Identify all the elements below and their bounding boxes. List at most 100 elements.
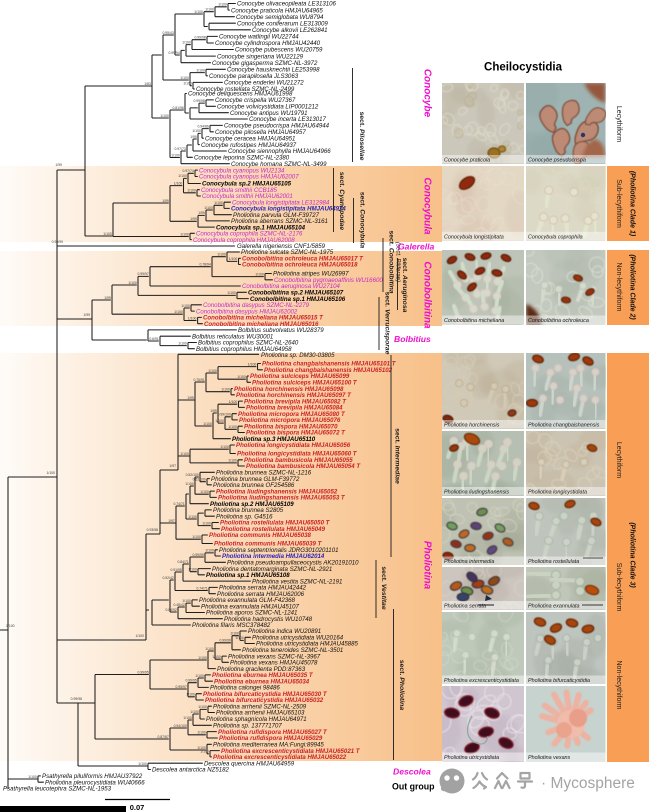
- svg-text:Lecythiform: Lecythiform: [615, 442, 622, 478]
- svg-text:1/100: 1/100: [178, 341, 187, 345]
- svg-text:Conocybe enderlei WU21272: Conocybe enderlei WU21272: [224, 80, 304, 87]
- svg-text:Pholiotina eburnea HMJAU65034: Pholiotina eburnea HMJAU65034: [214, 678, 310, 685]
- svg-text:1/100: 1/100: [181, 304, 190, 308]
- svg-text:Conobolbitina: Conobolbitina: [422, 261, 433, 329]
- svg-text:1/100: 1/100: [174, 181, 183, 185]
- svg-text:1/100: 1/100: [205, 8, 214, 12]
- svg-text:1/100: 1/100: [183, 82, 192, 86]
- svg-text:Pholiotina parvula GLM-F39727: Pholiotina parvula GLM-F39727: [233, 212, 320, 219]
- svg-text:0.99/94: 0.99/94: [168, 51, 179, 55]
- svg-text:Pholiotina liudingshanensis HM: Pholiotina liudingshanensis HMJAU65053 T: [218, 495, 346, 502]
- svg-text:Pholiotina brevipila HMJAU6508: Pholiotina brevipila HMJAU65084: [246, 405, 343, 412]
- svg-text:1/100: 1/100: [208, 369, 217, 373]
- svg-text:sect. Cyanopodae: sect. Cyanopodae: [338, 172, 345, 230]
- svg-text:Pholiotina micropora HMJAU6508: Pholiotina micropora HMJAU65080 T: [238, 411, 346, 418]
- svg-text:Galerella: Galerella: [398, 242, 435, 252]
- svg-text:Pholiotina horchinensis: Pholiotina horchinensis: [444, 422, 500, 428]
- svg-text:Conocybe alkovii LE262841: Conocybe alkovii LE262841: [252, 27, 328, 34]
- svg-text:Bolbitius reticulatus WU30001: Bolbitius reticulatus WU30001: [192, 333, 273, 340]
- svg-text:Cheilocystidia: Cheilocystidia: [484, 62, 563, 74]
- svg-text:Conobolbitina ochroleuca HMJAU: Conobolbitina ochroleuca HMJAU65017 T: [242, 256, 364, 263]
- svg-text:Pholiotina aporos SZMC-NL-1241: Pholiotina aporos SZMC-NL-1241: [206, 610, 297, 617]
- svg-text:Conocybula smithii CCB185: Conocybula smithii CCB185: [201, 187, 277, 194]
- svg-text:0.94/100: 0.94/100: [174, 724, 187, 728]
- svg-text:1/100: 1/100: [180, 76, 189, 80]
- svg-text:1/100: 1/100: [229, 257, 238, 261]
- svg-text:1/100: 1/100: [214, 201, 223, 205]
- svg-text:Conocybula coprophila SZMC-NL-: Conocybula coprophila SZMC-NL-2176: [196, 231, 303, 238]
- svg-text:Conobolbitina ochroleuca HMJAU: Conobolbitina ochroleuca HMJAU65018: [242, 262, 358, 269]
- svg-text:1/100: 1/100: [195, 674, 204, 678]
- svg-text:Conocybe rufostipes HMJAU64937: Conocybe rufostipes HMJAU64937: [201, 142, 297, 149]
- svg-text:1/100: 1/100: [218, 3, 227, 7]
- svg-text:Conocybula longistipitata LE31: Conocybula longistipitata LE312984: [232, 199, 330, 206]
- svg-text:1/100: 1/100: [215, 419, 224, 423]
- svg-text:Pholiotina sp.3 HMJAU65110: Pholiotina sp.3 HMJAU65110: [232, 436, 316, 443]
- svg-text:1/100: 1/100: [180, 452, 189, 456]
- svg-text:Conobolbitina dasypus HMJAU620: Conobolbitina dasypus HMJAU62002: [196, 308, 298, 315]
- svg-text:Conobolbitina micheliana HMJAU: Conobolbitina micheliana HMJAU65015 T: [203, 315, 324, 322]
- svg-text:0.52/42: 0.52/42: [162, 576, 173, 580]
- svg-text:Sub-lecythiform: Sub-lecythiform: [615, 563, 622, 612]
- svg-text:Pholiotina brunnea OF254586: Pholiotina brunnea OF254586: [213, 482, 295, 489]
- svg-text:Conobolbitina sp.1 HMJAU65106: Conobolbitina sp.1 HMJAU65106: [250, 296, 346, 303]
- svg-text:sect. Aeruginosa: sect. Aeruginosa: [401, 258, 408, 313]
- svg-text:Pholiotina horchinensis HMJAU6: Pholiotina horchinensis HMJAU65097 T: [236, 392, 352, 399]
- svg-text:Pholiotina rostellulata HMJAU6: Pholiotina rostellulata HMJAU65050 T: [220, 520, 331, 527]
- svg-text:Pholiotina arrhenii SZMC-NL-25: Pholiotina arrhenii SZMC-NL-2509: [213, 703, 307, 710]
- svg-text:(Pholiotina Clade 1): (Pholiotina Clade 1): [629, 171, 636, 237]
- svg-text:Pholiotina arrhenii HMJAU65103: Pholiotina arrhenii HMJAU65103: [216, 710, 305, 717]
- svg-text:0.91/95: 0.91/95: [170, 568, 181, 572]
- svg-text:Conocybe praticola: Conocybe praticola: [444, 158, 490, 164]
- svg-text:Pholiotina longicystidiata HMJ: Pholiotina longicystidiata HMJAU65060 T: [237, 451, 358, 458]
- svg-text:Pholiotina bifurcaticystidia H: Pholiotina bifurcaticystidia HMJAU65030 …: [203, 691, 328, 698]
- svg-text:Pholiotina hadrocystis WU10748: Pholiotina hadrocystis WU10748: [224, 616, 313, 623]
- svg-text:1/100: 1/100: [186, 693, 195, 697]
- svg-text:Pholiotina pseudoampullaceocys: Pholiotina pseudoampullaceocystis AK2019…: [227, 560, 359, 567]
- svg-text:1/99: 1/99: [104, 296, 111, 300]
- svg-text:Descolea quercina HMJAU64959: Descolea quercina HMJAU64959: [204, 760, 295, 767]
- svg-text:1/100: 1/100: [230, 632, 239, 636]
- svg-text:Conocybe praticola HMJAU64965: Conocybe praticola HMJAU64965: [231, 7, 323, 14]
- svg-text:Conocybula cyanopus HMJAU62007: Conocybula cyanopus HMJAU62007: [199, 174, 299, 181]
- svg-text:Descolea antarctica NZ5182: Descolea antarctica NZ5182: [152, 767, 229, 774]
- svg-text:0.99/98: 0.99/98: [194, 36, 205, 40]
- svg-text:Pholiotina communis HMJAU65039: Pholiotina communis HMJAU65039 T: [214, 541, 323, 548]
- svg-text:Pholiotina liudingshanensis: Pholiotina liudingshanensis: [444, 489, 509, 495]
- svg-text:0.99/97: 0.99/97: [137, 272, 148, 276]
- svg-text:Conocybula: Conocybula: [422, 177, 433, 235]
- svg-text:1/100: 1/100: [212, 655, 221, 659]
- svg-text:Conocybula longistipitata: Conocybula longistipitata: [444, 235, 504, 241]
- svg-text:1/100: 1/100: [138, 762, 147, 766]
- svg-text:Conobolbitina pygmaeoaffinis W: Conobolbitina pygmaeoaffinis WU16600: [274, 277, 383, 284]
- svg-text:1/100: 1/100: [235, 636, 244, 640]
- svg-text:0.84/92: 0.84/92: [165, 608, 176, 612]
- svg-text:Pholiotina bispora HMJAU65070: Pholiotina bispora HMJAU65070: [244, 423, 338, 430]
- svg-text:1/100: 1/100: [188, 316, 197, 320]
- svg-text:Bolbitius coprophilus SZMC-NL-: Bolbitius coprophilus SZMC-NL-2640: [198, 340, 299, 347]
- svg-text:0.52/100: 0.52/100: [186, 473, 199, 477]
- svg-text:sect. Pilosellae: sect. Pilosellae: [358, 112, 365, 161]
- svg-text:0.87/87: 0.87/87: [157, 735, 168, 739]
- svg-text:Conocybe pseudocrispa: Conocybe pseudocrispa: [528, 158, 586, 164]
- svg-text:1/100: 1/100: [160, 114, 169, 118]
- svg-text:Conocybe leporina SZMC-NL-2380: Conocybe leporina SZMC-NL-2380: [194, 155, 290, 162]
- svg-text:0.95/43: 0.95/43: [162, 31, 173, 35]
- svg-text:Pholiotina micropora HMJAU6507: Pholiotina micropora HMJAU65076: [239, 417, 341, 424]
- svg-text:Pholiotina longicystidiata HMJ: Pholiotina longicystidiata HMJAU65056: [236, 442, 351, 449]
- svg-text:Pholiotina horchinensis HMJAU6: Pholiotina horchinensis HMJAU65098: [234, 386, 344, 393]
- svg-text:1/100: 1/100: [182, 40, 191, 44]
- svg-text:Pholiotina excrescenticystidia: Pholiotina excrescenticystidiata HMJAU65…: [221, 748, 361, 755]
- svg-text:Pholiotina sp. G4516: Pholiotina sp. G4516: [216, 513, 273, 520]
- svg-text:Pholiotina brevipila HMJAU6508: Pholiotina brevipila HMJAU65082 T: [244, 398, 347, 405]
- svg-text:1/100: 1/100: [194, 10, 203, 14]
- svg-text:Conocybe pseudocrispa HMJAU649: Conocybe pseudocrispa HMJAU64944: [224, 123, 330, 130]
- svg-text:Pholiotina filaris MSC378482: Pholiotina filaris MSC378482: [192, 622, 271, 629]
- svg-text:Pholiotina mediterranea MA:Fun: Pholiotina mediterranea MA:Fungi:89945: [213, 742, 324, 749]
- svg-text:Conobolbitina aeruginosa WU271: Conobolbitina aeruginosa WU27104: [242, 283, 341, 290]
- svg-text:Conocybe antipus WU19791: Conocybe antipus WU19791: [230, 110, 308, 117]
- svg-text:Conobolbitina dasypus SZMC-NL-: Conobolbitina dasypus SZMC-NL-2279: [203, 302, 310, 309]
- svg-text:1/99: 1/99: [210, 409, 217, 413]
- svg-text:Conocybe coniferarum LE313009: Conocybe coniferarum LE313009: [237, 20, 328, 27]
- svg-text:Conocybe singeriana WU22129: Conocybe singeriana WU22129: [217, 53, 304, 60]
